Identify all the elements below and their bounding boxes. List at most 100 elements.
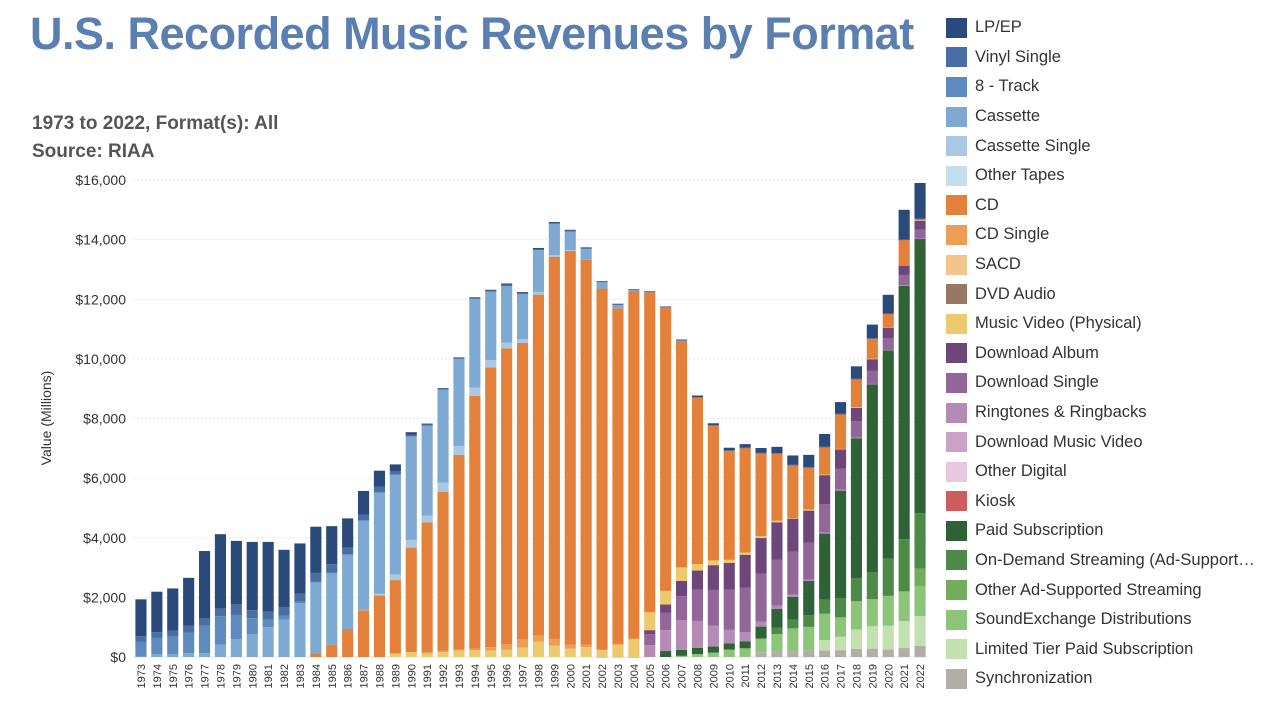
bar-segment	[834, 617, 847, 637]
legend-label: SoundExchange Distributions	[975, 610, 1192, 629]
bar-segment	[819, 434, 831, 447]
legend-item[interactable]: Music Video (Physical)	[946, 309, 1260, 339]
bar-segment	[469, 395, 481, 649]
legend-item[interactable]: Ringtones & Ringbacks	[946, 398, 1260, 428]
legend-item[interactable]: Cassette	[946, 102, 1260, 132]
legend-item[interactable]: On-Demand Streaming (Ad-Supported)	[946, 546, 1260, 576]
bar-segment	[787, 619, 799, 629]
bar-segment	[342, 547, 354, 555]
bar-segment	[437, 650, 449, 653]
bar-segment	[644, 630, 656, 631]
bar-segment	[834, 490, 847, 598]
legend-item[interactable]: Other Digital	[946, 457, 1260, 487]
legend-label: Vinyl Single	[975, 47, 1061, 66]
bar-segment	[723, 589, 735, 630]
bar-segment	[882, 625, 894, 650]
bar-segment	[803, 650, 815, 657]
bar-segment	[246, 618, 258, 635]
bar-segment	[834, 468, 847, 490]
legend-item[interactable]: Other Ad-Supported Streaming	[946, 575, 1260, 605]
bar-segment	[453, 650, 465, 657]
bar-segment	[405, 436, 417, 540]
x-tick-label: 1981	[263, 664, 275, 688]
bar-segment	[739, 648, 751, 657]
bar-segment	[771, 446, 783, 454]
x-tick-label: 1994	[470, 664, 482, 688]
bar-segment	[564, 249, 576, 251]
legend-item[interactable]: CD	[946, 191, 1260, 221]
bar-segment	[787, 594, 799, 597]
x-tick-label: 2003	[613, 664, 625, 688]
bar-segment	[437, 652, 449, 657]
x-tick-label: 2018	[851, 664, 863, 688]
legend-item[interactable]: Limited Tier Paid Subscription	[946, 634, 1260, 664]
bar-segment	[485, 647, 497, 651]
bar-segment	[373, 593, 386, 596]
bar-segment	[819, 446, 831, 448]
legend-item[interactable]: Kiosk	[946, 487, 1260, 517]
legend-item[interactable]: Paid Subscription	[946, 516, 1260, 546]
y-tick-label: $2,000	[83, 589, 126, 605]
legend-swatch	[946, 580, 967, 601]
legend-swatch	[946, 372, 967, 393]
bar-segment	[850, 378, 863, 380]
bar-segment	[755, 452, 767, 454]
bar-segment	[660, 612, 672, 631]
bar-segment	[389, 574, 401, 581]
legend-label: Download Album	[975, 343, 1099, 362]
legend-item[interactable]: LP/EP	[946, 13, 1260, 43]
legend-item[interactable]: Download Single	[946, 368, 1260, 398]
bar-segment	[834, 413, 847, 415]
legend-item[interactable]: Vinyl Single	[946, 43, 1260, 73]
bar-segment	[405, 651, 417, 657]
bar-segment	[898, 648, 910, 657]
bar-segment	[914, 513, 926, 569]
bar-segment	[787, 465, 799, 519]
bar-segment	[707, 589, 719, 626]
bar-segment	[644, 291, 656, 293]
bar-segment	[819, 613, 831, 641]
bar-segment	[310, 526, 322, 573]
bar-segment	[183, 577, 195, 626]
bar-segment	[485, 650, 497, 657]
bar-segment	[453, 357, 465, 358]
bar-segment	[771, 627, 783, 635]
bar-segment	[214, 534, 227, 609]
legend-item[interactable]: CD Single	[946, 220, 1260, 250]
legend-item[interactable]: Synchronization	[946, 664, 1260, 694]
bar-segment	[819, 533, 831, 600]
bar-segment	[819, 599, 831, 614]
legend-item[interactable]: DVD Audio	[946, 279, 1260, 309]
bar-segment	[771, 522, 783, 560]
legend-item[interactable]: Cassette Single	[946, 131, 1260, 161]
legend-swatch	[946, 639, 967, 660]
bar-segment	[819, 504, 831, 533]
y-axis-label: Value (Millions)	[38, 371, 54, 466]
bar-segment	[596, 656, 608, 658]
bar-segment	[214, 608, 227, 617]
bar-segment	[612, 304, 624, 305]
legend-item[interactable]: SoundExchange Distributions	[946, 605, 1260, 635]
bar-segment	[342, 628, 354, 657]
x-tick-label: 2019	[867, 664, 879, 688]
bar-segment	[803, 579, 815, 581]
bar-segment	[644, 291, 656, 293]
y-tick-label: $6,000	[83, 470, 126, 486]
bar-segment	[675, 655, 688, 657]
bar-segment	[850, 601, 863, 630]
legend-item[interactable]: Download Music Video	[946, 427, 1260, 457]
legend-item[interactable]: Download Album	[946, 339, 1260, 369]
legend-item[interactable]: Other Tapes	[946, 161, 1260, 191]
bar-segment	[850, 366, 863, 379]
bar-segment	[198, 653, 211, 657]
bar-segment	[882, 313, 894, 314]
legend-label: DVD Audio	[975, 284, 1056, 303]
bar-segment	[803, 626, 815, 651]
legend-item[interactable]: SACD	[946, 250, 1260, 280]
bar-segment	[914, 586, 926, 617]
legend-item[interactable]: 8 - Track	[946, 72, 1260, 102]
bar-segment	[628, 289, 640, 290]
bar-segment	[373, 470, 386, 487]
bar-segment	[326, 572, 338, 574]
bar-segment	[548, 645, 560, 657]
